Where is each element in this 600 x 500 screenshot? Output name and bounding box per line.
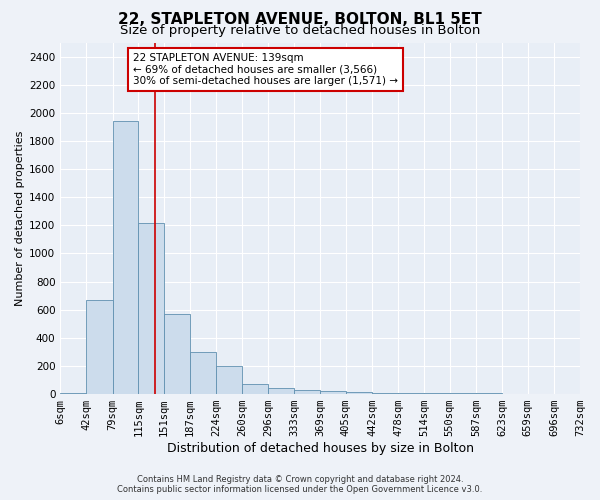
Text: 22 STAPLETON AVENUE: 139sqm
← 69% of detached houses are smaller (3,566)
30% of : 22 STAPLETON AVENUE: 139sqm ← 69% of det… bbox=[133, 53, 398, 86]
Bar bbox=[113, 122, 139, 394]
Bar bbox=[268, 388, 295, 394]
Bar bbox=[60, 392, 86, 394]
Bar bbox=[242, 384, 268, 394]
Bar bbox=[217, 366, 242, 394]
Bar bbox=[86, 300, 113, 394]
Bar bbox=[139, 222, 164, 394]
Text: Size of property relative to detached houses in Bolton: Size of property relative to detached ho… bbox=[120, 24, 480, 37]
X-axis label: Distribution of detached houses by size in Bolton: Distribution of detached houses by size … bbox=[167, 442, 473, 455]
Text: 22, STAPLETON AVENUE, BOLTON, BL1 5ET: 22, STAPLETON AVENUE, BOLTON, BL1 5ET bbox=[118, 12, 482, 28]
Text: Contains HM Land Registry data © Crown copyright and database right 2024.
Contai: Contains HM Land Registry data © Crown c… bbox=[118, 474, 482, 494]
Bar bbox=[320, 390, 346, 394]
Bar bbox=[424, 393, 450, 394]
Bar bbox=[398, 392, 424, 394]
Bar bbox=[295, 390, 320, 394]
Bar bbox=[164, 314, 190, 394]
Y-axis label: Number of detached properties: Number of detached properties bbox=[15, 130, 25, 306]
Bar bbox=[346, 392, 373, 394]
Bar bbox=[373, 392, 398, 394]
Bar bbox=[190, 352, 217, 394]
